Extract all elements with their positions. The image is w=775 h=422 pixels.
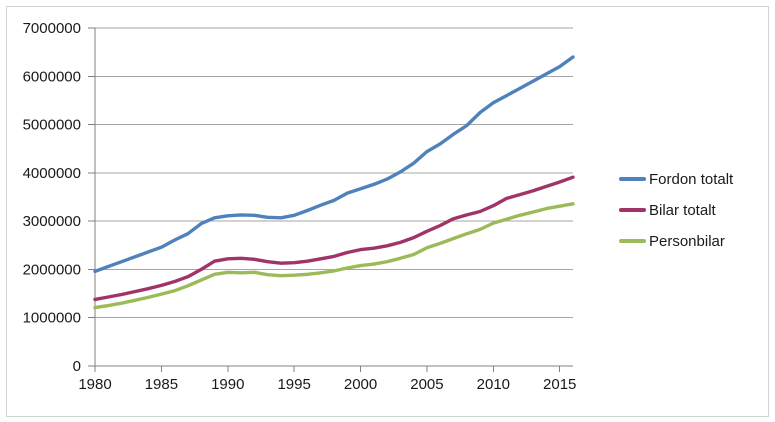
y-tick-label: 1000000 bbox=[23, 310, 81, 327]
x-tick-label: 1980 bbox=[78, 376, 111, 393]
chart-legend: Fordon totalt Bilar totalt Personbilar bbox=[619, 168, 733, 261]
legend-item-fordon-totalt: Fordon totalt bbox=[619, 168, 733, 190]
legend-line-swatch-fordon-totalt bbox=[619, 177, 646, 181]
legend-label-personbilar: Personbilar bbox=[649, 232, 725, 250]
y-tick-label: 7000000 bbox=[23, 20, 81, 37]
x-tick-label: 2005 bbox=[410, 376, 443, 393]
y-tick-label: 3000000 bbox=[23, 213, 81, 230]
y-tick-label: 5000000 bbox=[23, 117, 81, 134]
x-tick-label: 1990 bbox=[211, 376, 244, 393]
legend-item-personbilar: Personbilar bbox=[619, 230, 733, 252]
x-tick-label: 1985 bbox=[145, 376, 178, 393]
legend-line-swatch-bilar-totalt bbox=[619, 208, 646, 212]
series-line-personbilar bbox=[93, 202, 575, 310]
x-tick-label: 1995 bbox=[277, 376, 310, 393]
series-line-bilar-totalt bbox=[93, 175, 575, 302]
x-tick-label: 2000 bbox=[344, 376, 377, 393]
x-tick-label: 2015 bbox=[543, 376, 576, 393]
y-tick-label: 2000000 bbox=[23, 261, 81, 278]
x-tick-label: 2010 bbox=[477, 376, 510, 393]
legend-label-bilar-totalt: Bilar totalt bbox=[649, 201, 716, 219]
legend-item-bilar-totalt: Bilar totalt bbox=[619, 199, 733, 221]
legend-label-fordon-totalt: Fordon totalt bbox=[649, 170, 734, 188]
y-tick-label: 4000000 bbox=[23, 165, 81, 182]
y-tick-label: 0 bbox=[73, 358, 81, 375]
legend-line-swatch-personbilar bbox=[619, 239, 646, 243]
series-line-fordon-totalt bbox=[93, 55, 575, 274]
y-tick-label: 6000000 bbox=[23, 68, 81, 85]
